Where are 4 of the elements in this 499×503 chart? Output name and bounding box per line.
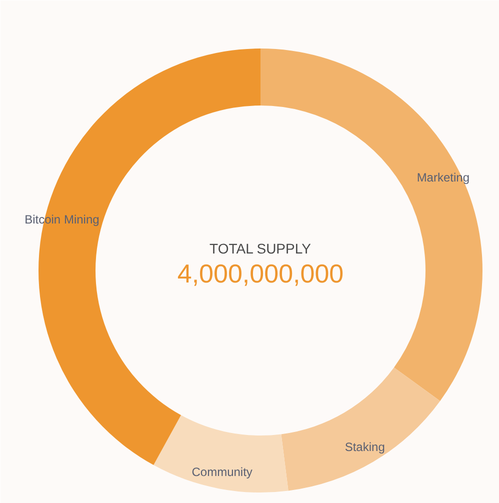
slice-label: Staking [344,440,385,454]
slice-label: Community [192,464,252,479]
text: 4,000,000,000 [177,258,344,288]
text: TOTAL SUPPLY [210,240,312,256]
